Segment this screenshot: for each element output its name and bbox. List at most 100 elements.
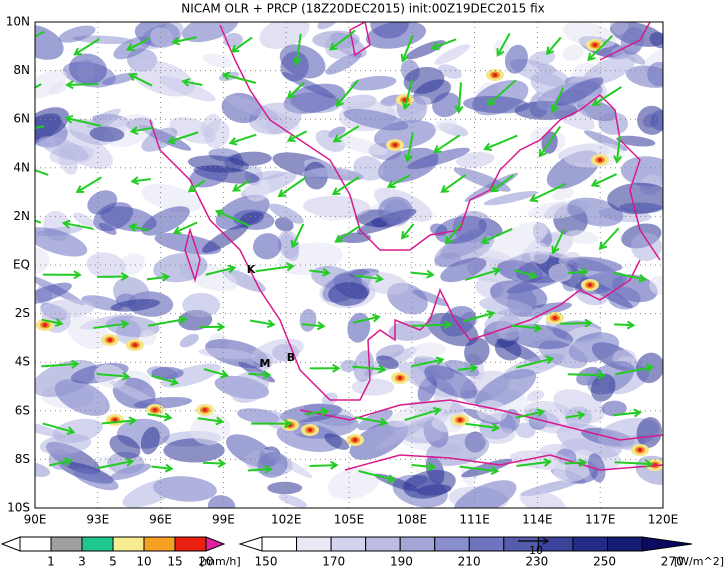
cloud (278, 494, 308, 508)
wind-arrowhead (591, 98, 601, 106)
cloud (279, 44, 326, 79)
wind-arrowhead (65, 80, 74, 90)
wind-vector (445, 222, 463, 244)
cloud (562, 142, 625, 168)
wind-vector (358, 470, 395, 481)
wind-arrowhead (486, 310, 496, 319)
wind-vector (352, 365, 385, 371)
wind-vector (287, 81, 305, 99)
rain-cell (552, 316, 558, 320)
coastlines (149, 22, 663, 471)
coastline (299, 399, 663, 441)
wind-arrowhead (187, 184, 197, 193)
colorbar-label: 150 (255, 555, 278, 569)
wind-arrowhead (597, 370, 607, 380)
wind-arrowhead (543, 457, 553, 467)
wind-vector (352, 315, 380, 324)
wind-vector (35, 83, 42, 89)
wind-vector (96, 373, 129, 378)
wind-vector (66, 117, 102, 127)
wind-arrowhead (290, 239, 299, 249)
wind-arrowhead (73, 47, 82, 56)
cloud (504, 44, 528, 74)
wind-arrowhead (214, 209, 224, 218)
cloud (340, 359, 357, 373)
wind-vector (231, 36, 253, 53)
cloud (476, 399, 508, 423)
colorbar-label: 210 (458, 555, 481, 569)
cloud (620, 26, 645, 55)
cloud (515, 422, 536, 439)
cloud (565, 230, 599, 244)
wind-vector (147, 318, 187, 327)
cloud (35, 418, 66, 438)
lat-label: 8N (13, 63, 30, 77)
cloud (440, 257, 487, 283)
wind-arrowhead (16, 127, 23, 134)
wind-vector (481, 227, 513, 244)
cloud (229, 151, 272, 166)
cloud (440, 305, 476, 337)
wind-arrowhead (232, 183, 241, 192)
lat-label: 2S (15, 306, 30, 320)
cloud (483, 191, 538, 206)
wind-vector (288, 130, 308, 142)
cloud (562, 44, 584, 61)
wind-vector (401, 223, 415, 239)
station-marker: B (287, 351, 295, 364)
wind-arrowhead (427, 462, 437, 472)
wind-vector (230, 133, 257, 145)
cloud (598, 112, 629, 135)
wind-arrowhead (277, 189, 287, 198)
wind-arrowhead (334, 234, 343, 243)
cloud (259, 22, 310, 49)
wind-arrowhead (432, 145, 442, 154)
wind-vector (333, 125, 360, 143)
wind-arrowhead (220, 369, 229, 379)
wind-arrowhead (387, 474, 397, 483)
wind-vector (457, 82, 462, 113)
colorbar-cell (50, 536, 83, 552)
rain-cell (392, 143, 398, 147)
wind-arrowhead (584, 318, 593, 328)
lon-label: 114E (522, 513, 553, 527)
lon-label: 117E (585, 513, 616, 527)
coastline (349, 22, 371, 57)
cloud (119, 253, 145, 275)
wind-arrowhead (164, 463, 174, 473)
wind-vector (174, 221, 198, 234)
cloud (202, 224, 249, 253)
wind-vectors (16, 29, 655, 483)
colorbar-end (205, 536, 226, 552)
wind-arrowhead (130, 176, 140, 186)
wind-arrowhead (454, 105, 464, 115)
wind-vector (188, 179, 206, 193)
wind-arrowhead (121, 371, 131, 381)
cloud (554, 77, 604, 106)
wind-vector (35, 30, 45, 38)
cloud (529, 242, 550, 264)
wind-arrowhead (426, 269, 435, 279)
cloud (35, 282, 72, 305)
wind-vector (567, 373, 605, 377)
wind-arrowhead (227, 264, 237, 274)
cloud (445, 359, 480, 377)
cloud (519, 489, 566, 508)
wind-vector (434, 134, 461, 153)
cloud-field (35, 22, 663, 508)
wind-vector (147, 413, 171, 419)
wind-arrowhead (578, 458, 588, 468)
wind-vector (513, 269, 537, 278)
colorbar-cell (468, 536, 505, 552)
wind-arrowhead (490, 466, 500, 475)
wind-arrowhead (538, 148, 547, 158)
wind-vector (301, 323, 324, 328)
cloud (257, 451, 288, 478)
colorbar-label: 170 (322, 555, 345, 569)
wind-vector (168, 131, 199, 143)
wind-vector (63, 222, 94, 230)
wind-vector (599, 227, 620, 250)
wind-arrowhead (400, 231, 410, 240)
wind-vector (496, 32, 511, 56)
grid: 90E 93E 96E 99E 102E 105E 108E 111E 114E 117E 120E… (6, 15, 679, 527)
